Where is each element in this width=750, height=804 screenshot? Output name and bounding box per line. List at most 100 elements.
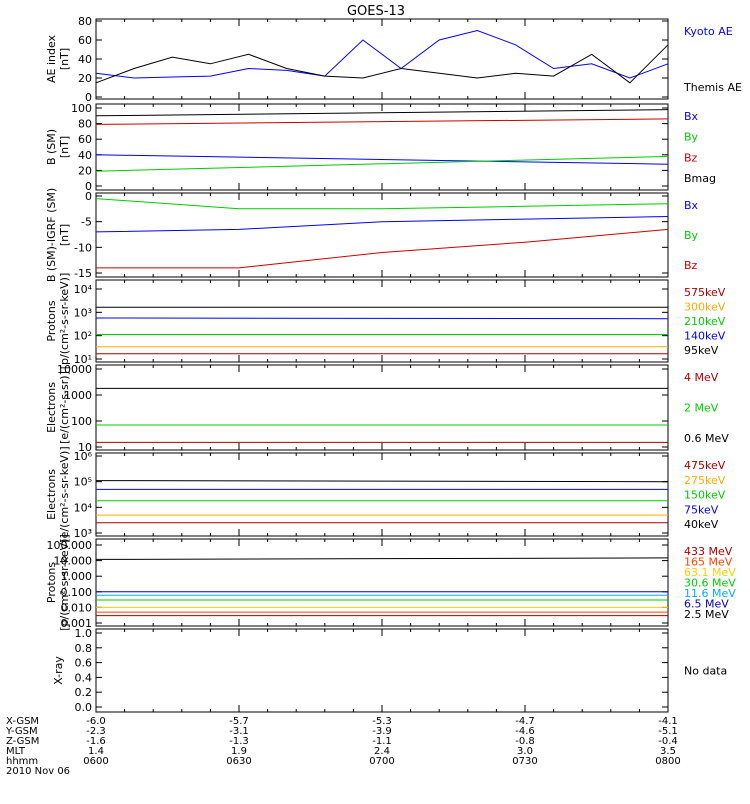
x-axis-value: 0630 bbox=[226, 756, 251, 767]
y-tick-label: 10.000 bbox=[54, 555, 93, 568]
y-axis-label: Electrons bbox=[45, 469, 58, 520]
y-tick-label: 100 bbox=[71, 102, 92, 115]
x-axis-value: 3.0 bbox=[517, 746, 533, 757]
series-line-140kev bbox=[95, 317, 669, 320]
y-tick-label: 40 bbox=[78, 149, 92, 162]
series-line-by bbox=[95, 198, 669, 210]
series-line-bx bbox=[95, 216, 669, 233]
y-tick-label: 10⁶ bbox=[74, 450, 93, 463]
panel-protons2: 0.001 0.010 0.100 1.000 10.000 100.000 Protons… bbox=[45, 534, 736, 631]
x-axis-value: -4.1 bbox=[658, 716, 678, 727]
legend-entry: 75keV bbox=[684, 503, 719, 516]
panel-frame bbox=[95, 364, 669, 451]
panel-xray: 0.0 0.2 0.40.6 0.8 1.0 X-ray No data bbox=[52, 627, 727, 714]
y-tick-label: 0.010 bbox=[61, 601, 93, 614]
x-axis-value: -1.6 bbox=[86, 736, 106, 747]
y-tick-label: -15 bbox=[74, 267, 92, 280]
y-axis-unit: [e/(cm²-s-sr)] bbox=[58, 371, 71, 444]
x-axis-value: 1.9 bbox=[231, 746, 247, 757]
x-axis-value: 2.4 bbox=[374, 746, 390, 757]
series-line-bx bbox=[95, 154, 669, 165]
y-tick-label: 10000 bbox=[57, 363, 92, 376]
y-tick-label: 0.001 bbox=[61, 617, 93, 630]
legend-entry: 150keV bbox=[684, 489, 726, 502]
panel-protons1: 10¹ 10² 10³ 10⁴ Protons [p/(cm²-s-sr-keV)] 575… bbox=[45, 273, 726, 370]
series-line-bmag bbox=[95, 109, 669, 117]
legend-entry: 6.5 MeV bbox=[684, 598, 729, 611]
panel-bigrf: -15 -10 -5 0 B (SM)-IGRF (SM) [nT] Bx By Bz bbox=[45, 188, 699, 282]
panel-frame bbox=[95, 103, 669, 191]
x-axis-value: -1.1 bbox=[372, 736, 392, 747]
y-tick-label: 10¹ bbox=[74, 353, 92, 366]
legend-entry: 40keV bbox=[684, 518, 719, 531]
series-line-2-5-mev bbox=[95, 557, 669, 560]
x-axis-value: -4.6 bbox=[515, 726, 535, 737]
legend-entry: By bbox=[684, 229, 699, 242]
x-axis-value: 0700 bbox=[369, 756, 394, 767]
legend-entry: Bz bbox=[684, 151, 698, 164]
legend-entry: 575keV bbox=[684, 286, 726, 299]
legend-entry: Themis AE bbox=[683, 81, 742, 94]
x-axis-value: 0600 bbox=[83, 756, 108, 767]
y-tick-label: 1000 bbox=[64, 389, 92, 402]
y-tick-label: 0.2 bbox=[75, 686, 93, 699]
y-tick-label: 0 bbox=[85, 180, 92, 193]
series-line-40kev bbox=[95, 480, 669, 483]
y-tick-label: -10 bbox=[74, 241, 92, 254]
y-axis-unit: [nT] bbox=[58, 48, 71, 70]
x-axis-row-label: hhmm bbox=[6, 756, 38, 767]
x-axis-value: -3.9 bbox=[372, 726, 392, 737]
date-label: 2010 Nov 06 bbox=[6, 766, 70, 777]
series-line-themis-ae bbox=[95, 44, 669, 84]
y-axis-label: B (SM)-IGRF (SM) bbox=[45, 188, 58, 282]
y-tick-label: 10 bbox=[78, 441, 92, 454]
y-tick-label: 1.000 bbox=[61, 570, 93, 583]
legend-entry: No data bbox=[684, 665, 727, 678]
y-axis-unit: [nT] bbox=[58, 224, 71, 246]
x-axis-value: -2.3 bbox=[86, 726, 106, 737]
legend-entry: By bbox=[684, 131, 699, 144]
legend-entry: 11.6 MeV bbox=[684, 587, 736, 600]
y-axis-unit: [p/(cm²-s-sr-keV)] bbox=[58, 534, 71, 631]
legend-entry: 300keV bbox=[684, 301, 726, 314]
y-tick-label: 80 bbox=[78, 15, 92, 28]
panel-frame bbox=[95, 279, 669, 363]
legend-entry: Bz bbox=[684, 259, 698, 272]
x-axis-row-label: MLT bbox=[6, 746, 26, 757]
x-axis-value: -6.0 bbox=[86, 716, 106, 727]
y-axis-unit: [nT] bbox=[58, 136, 71, 158]
legend-entry: 475keV bbox=[684, 459, 726, 472]
legend-entry: 95keV bbox=[684, 344, 719, 357]
y-tick-label: 80 bbox=[78, 118, 92, 131]
x-axis-value: -0.8 bbox=[515, 736, 535, 747]
legend-entry: Bx bbox=[684, 199, 699, 212]
y-tick-label: 10⁴ bbox=[74, 283, 93, 296]
y-axis-label: X-ray bbox=[52, 656, 65, 685]
y-tick-label: 0.6 bbox=[75, 657, 93, 670]
y-tick-label: 60 bbox=[78, 133, 92, 146]
x-axis-value: -3.1 bbox=[229, 726, 249, 737]
series-line-by bbox=[95, 155, 669, 172]
panel-ae: 0 20 40 60 80 AE index [nT] Kyoto AE Themis AE bbox=[45, 15, 742, 104]
y-axis-unit: [p/(cm²-s-sr-keV)] bbox=[58, 273, 71, 370]
legend-entry: 30.6 MeV bbox=[684, 577, 736, 590]
y-tick-label: 100.000 bbox=[47, 539, 93, 552]
x-axis-value: 1.4 bbox=[88, 746, 104, 757]
y-tick-label: 1.0 bbox=[75, 627, 93, 640]
panel-electrons2: 10³ 10⁴ 10⁵ 10⁶ Electrons [e/(cm²-s-sr-keV)] 4… bbox=[45, 446, 726, 542]
y-tick-label: 10⁵ bbox=[74, 476, 92, 489]
y-tick-label: 0.100 bbox=[61, 586, 93, 599]
x-axis-row-label: X-GSM bbox=[6, 716, 39, 727]
legend-entry: 2 MeV bbox=[684, 402, 719, 415]
panel-bsm: 0 20 40 60 80 100 B (SM) [nT] Bx By Bz Bmag bbox=[45, 102, 716, 193]
legend-entry: 165 MeV bbox=[684, 556, 733, 569]
y-axis-unit: [e/(cm²-s-sr-keV)] bbox=[58, 446, 71, 542]
x-axis-value: 0730 bbox=[512, 756, 537, 767]
legend-entry: Bx bbox=[684, 110, 699, 123]
panel-electrons1: 10 100 1000 10000 Electrons [e/(cm²-s-sr)] 4 M… bbox=[45, 363, 729, 454]
y-tick-label: 0.0 bbox=[75, 701, 93, 714]
y-tick-label: 10³ bbox=[74, 306, 92, 319]
y-tick-label: 100 bbox=[71, 415, 92, 428]
panel-frame bbox=[95, 538, 669, 627]
